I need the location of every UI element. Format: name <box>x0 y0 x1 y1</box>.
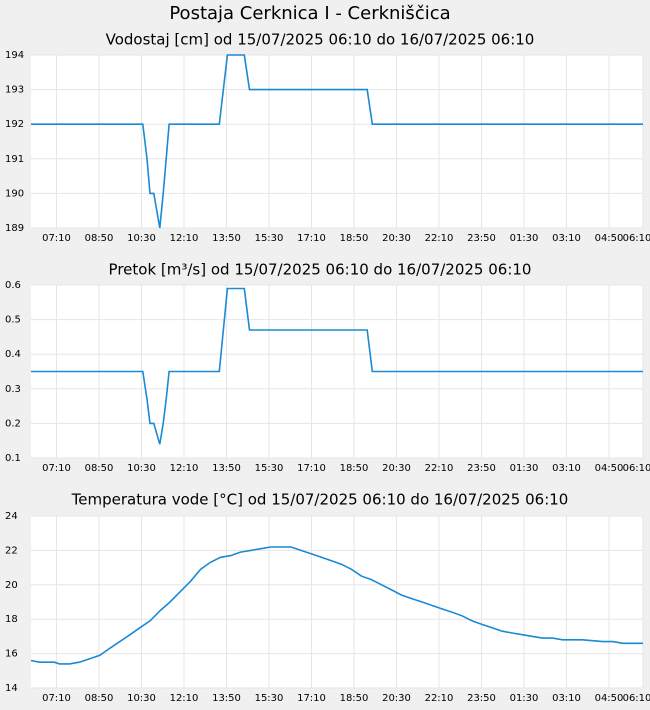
chart-title: Temperatura vode [°C] od 15/07/2025 06:1… <box>71 491 569 509</box>
x-tick-label: 17:10 <box>297 233 326 244</box>
x-tick-label: 03:10 <box>552 233 581 244</box>
x-tick-label: 12:10 <box>170 233 199 244</box>
data-line <box>31 287 643 445</box>
x-tick-label: 23:50 <box>467 463 496 474</box>
y-tick-label: 24 <box>5 511 18 522</box>
x-tick-label: 22:10 <box>425 693 454 704</box>
x-tick-label: 17:10 <box>297 463 326 474</box>
x-tick-label: 06:10 <box>623 693 650 704</box>
x-tick-label: 18:50 <box>340 233 369 244</box>
y-tick-label: 194 <box>5 50 24 61</box>
x-tick-label: 12:10 <box>170 693 199 704</box>
x-tick-label: 07:10 <box>42 693 71 704</box>
x-tick-label: 03:10 <box>552 693 581 704</box>
x-tick-label: 10:30 <box>127 233 156 244</box>
plot-area <box>31 516 643 688</box>
x-tick-label: 20:30 <box>382 233 411 244</box>
x-tick-label: 01:30 <box>510 233 539 244</box>
y-tick-label: 192 <box>5 119 24 130</box>
x-tick-label: 23:50 <box>467 233 496 244</box>
x-tick-label: 22:10 <box>425 233 454 244</box>
y-tick-label: 16 <box>5 649 18 660</box>
x-tick-label: 07:10 <box>42 463 71 474</box>
x-tick-label: 12:10 <box>170 463 199 474</box>
y-tick-label: 0.3 <box>5 384 21 395</box>
x-tick-label: 04:50 <box>595 693 624 704</box>
y-tick-label: 0.4 <box>5 349 21 360</box>
data-line <box>30 546 643 665</box>
y-tick-label: 0.5 <box>5 315 21 326</box>
x-tick-label: 08:50 <box>85 463 114 474</box>
y-tick-label: 20 <box>5 580 18 591</box>
x-tick-label: 20:30 <box>382 693 411 704</box>
x-tick-label: 08:50 <box>85 233 114 244</box>
x-tick-label: 07:10 <box>42 233 71 244</box>
y-tick-label: 0.6 <box>5 280 21 291</box>
x-tick-label: 03:10 <box>552 463 581 474</box>
x-tick-label: 15:30 <box>255 463 284 474</box>
y-tick-label: 190 <box>5 188 24 199</box>
x-tick-label: 17:10 <box>297 693 326 704</box>
x-tick-label: 13:50 <box>212 693 241 704</box>
y-tick-label: 0.1 <box>5 453 21 464</box>
x-tick-label: 13:50 <box>212 233 241 244</box>
y-tick-label: 14 <box>5 683 18 694</box>
plot-area <box>31 55 643 228</box>
x-tick-label: 15:30 <box>255 233 284 244</box>
x-tick-label: 23:50 <box>467 693 496 704</box>
x-tick-label: 18:50 <box>340 693 369 704</box>
x-tick-label: 06:10 <box>623 463 650 474</box>
y-tick-label: 191 <box>5 154 24 165</box>
x-tick-label: 10:30 <box>127 463 156 474</box>
y-tick-label: 18 <box>5 614 18 625</box>
x-tick-label: 15:30 <box>255 693 284 704</box>
y-tick-label: 189 <box>5 223 24 234</box>
y-tick-label: 22 <box>5 545 18 556</box>
x-tick-label: 04:50 <box>595 463 624 474</box>
x-tick-label: 04:50 <box>595 233 624 244</box>
page-title: Postaja Cerknica I - Cerkniščica <box>169 3 450 24</box>
x-tick-label: 01:30 <box>510 693 539 704</box>
y-tick-label: 0.2 <box>5 418 21 429</box>
x-tick-label: 18:50 <box>340 463 369 474</box>
x-tick-label: 06:10 <box>623 233 650 244</box>
x-tick-label: 10:30 <box>127 693 156 704</box>
chart-title: Pretok [m³/s] od 15/07/2025 06:10 do 16/… <box>109 261 532 279</box>
x-tick-label: 13:50 <box>212 463 241 474</box>
y-tick-label: 193 <box>5 85 24 96</box>
x-tick-label: 20:30 <box>382 463 411 474</box>
data-line <box>31 54 643 229</box>
x-tick-label: 22:10 <box>425 463 454 474</box>
chart-title: Vodostaj [cm] od 15/07/2025 06:10 do 16/… <box>106 31 535 49</box>
x-tick-label: 01:30 <box>510 463 539 474</box>
x-tick-label: 08:50 <box>85 693 114 704</box>
